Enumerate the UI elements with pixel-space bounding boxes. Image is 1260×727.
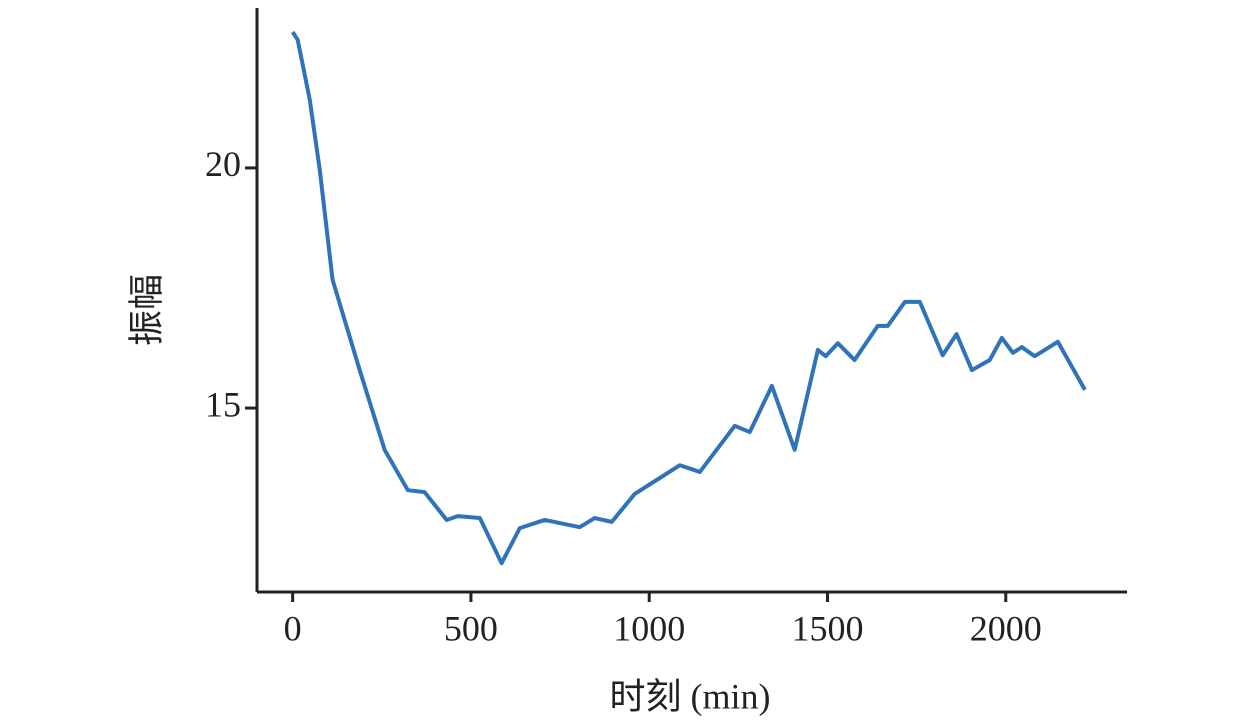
x-tick-label: 2000 xyxy=(970,608,1042,648)
x-tick-label: 500 xyxy=(444,608,498,648)
x-tick-label: 1500 xyxy=(791,608,863,648)
y-axis-label: 振幅 xyxy=(126,274,166,346)
data-line xyxy=(290,30,1087,566)
x-tick-label: 1000 xyxy=(613,608,685,648)
x-tick-label: 0 xyxy=(284,608,302,648)
y-tick-label: 20 xyxy=(205,144,241,184)
y-tick-label: 15 xyxy=(205,384,241,424)
x-axis-label: 时刻 (min) xyxy=(610,676,771,716)
